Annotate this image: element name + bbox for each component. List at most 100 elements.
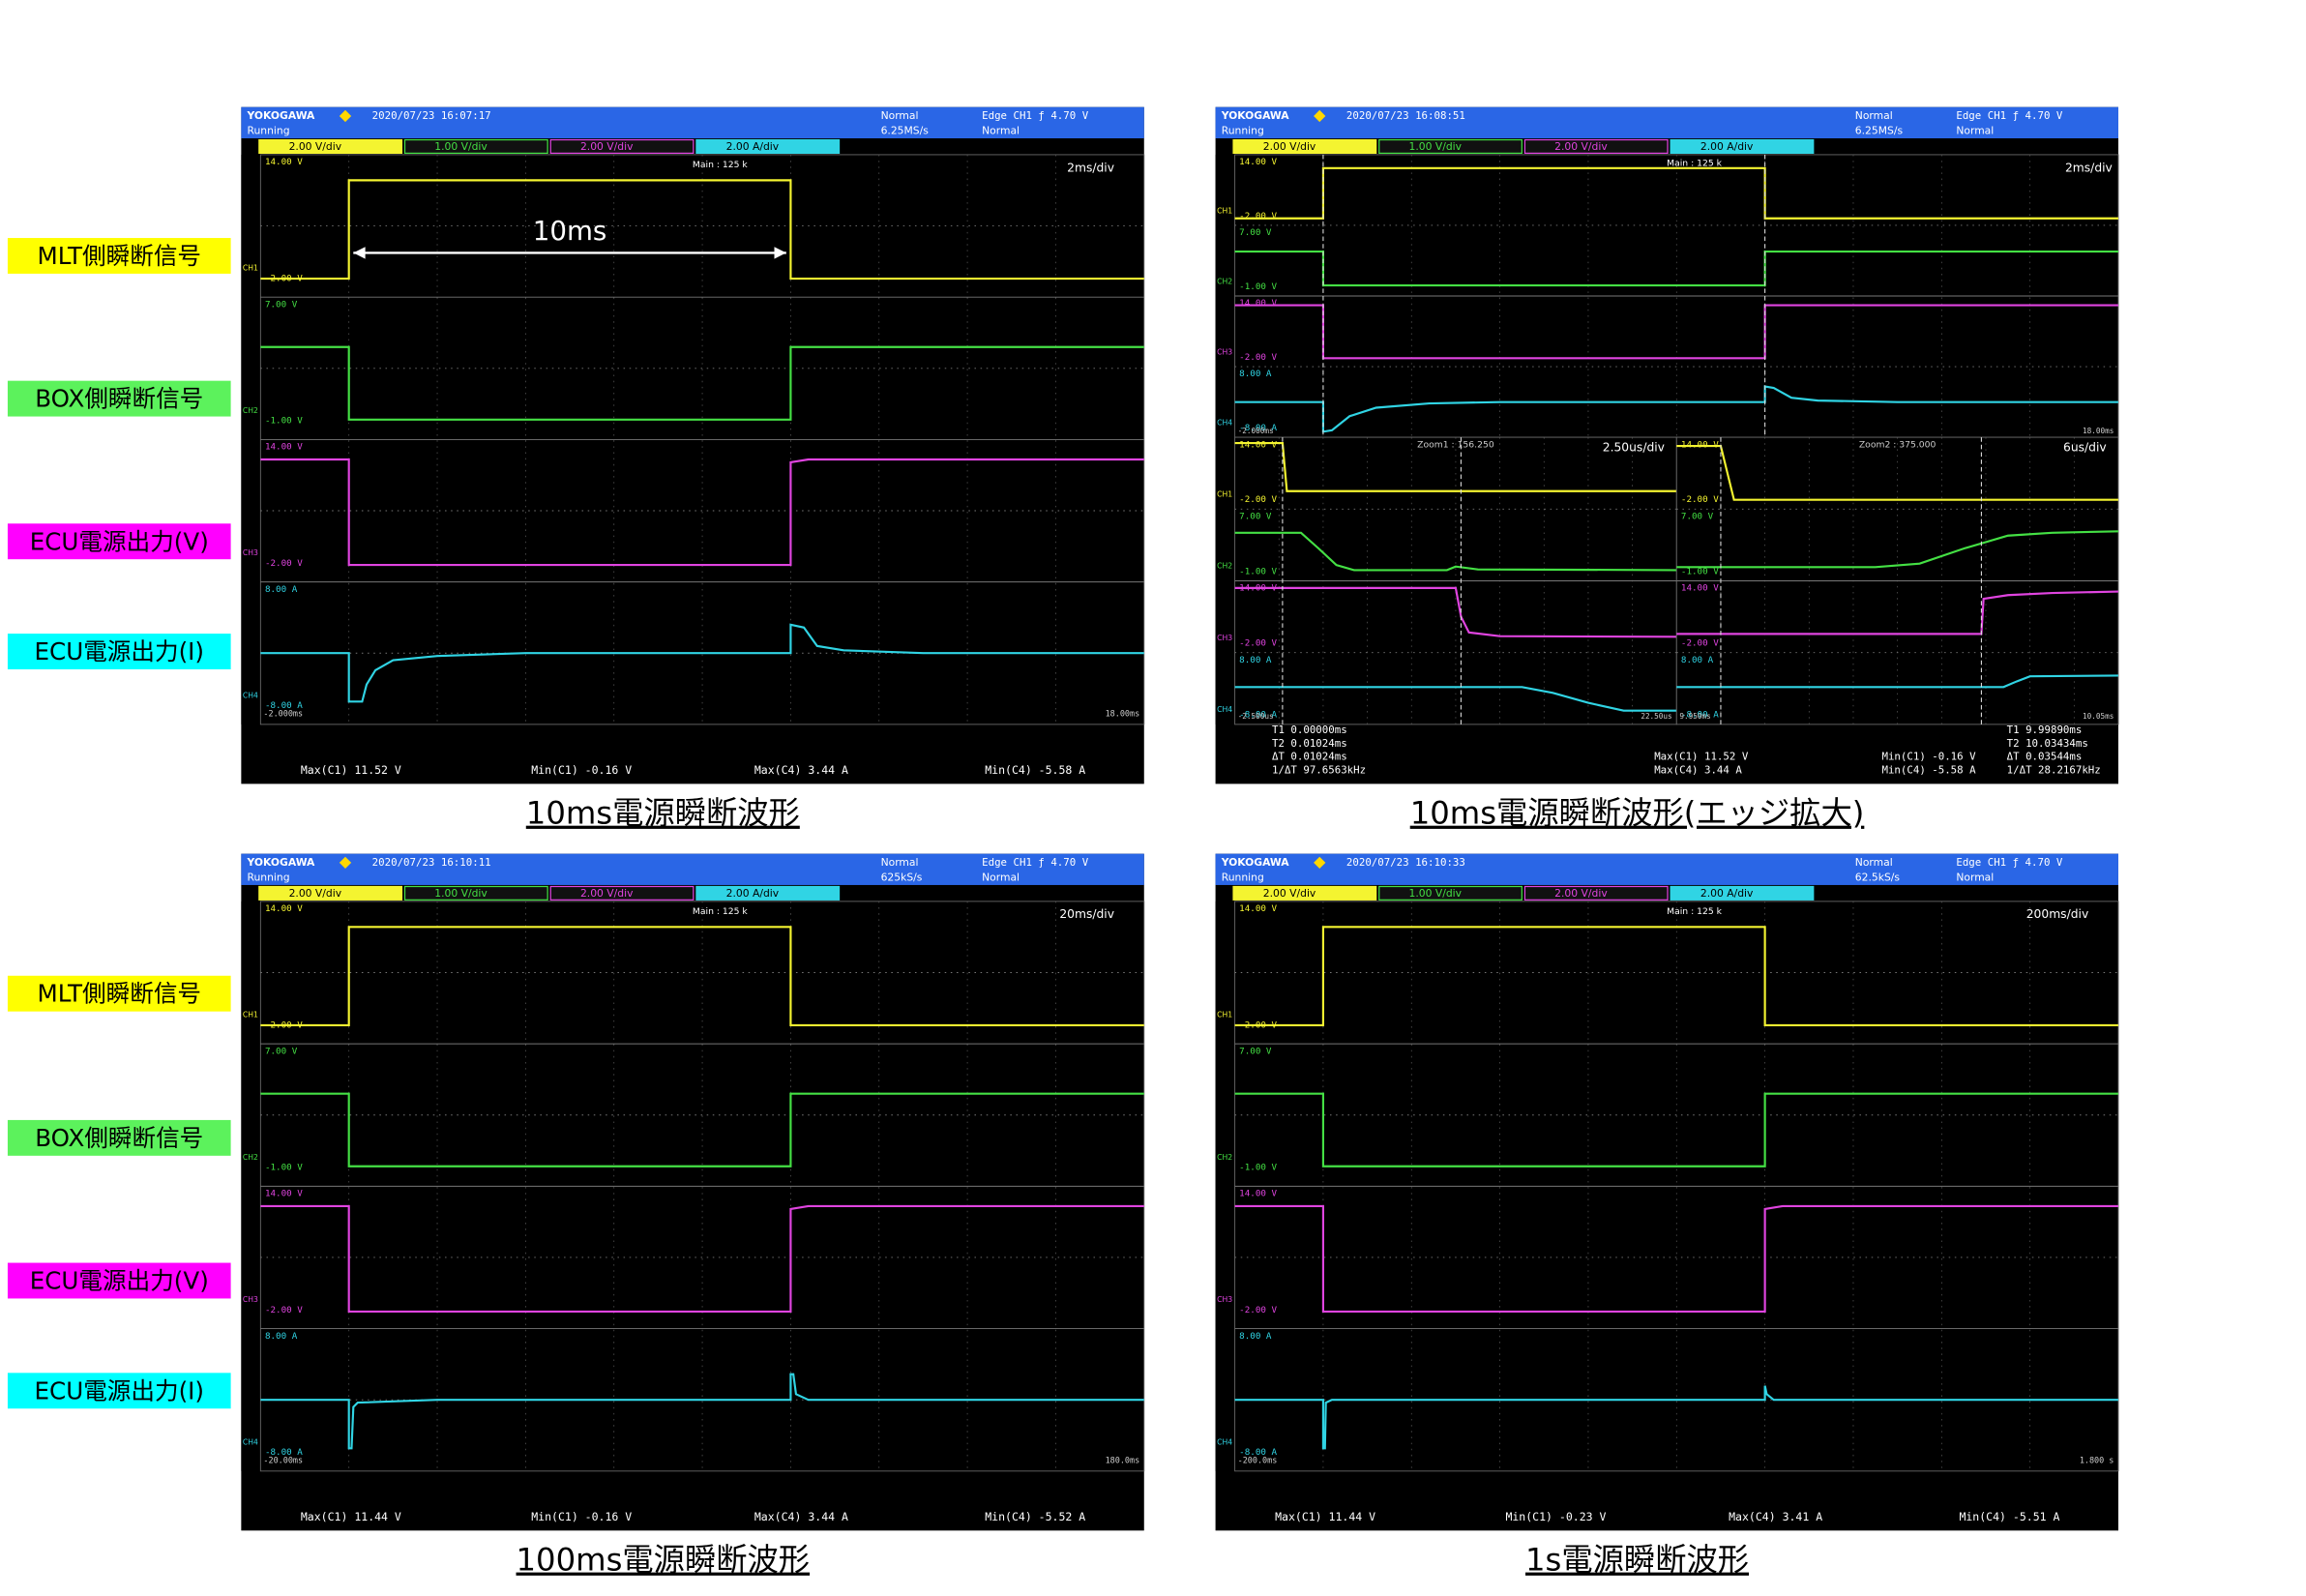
measurement: Max(C4) 3.44 A bbox=[754, 763, 848, 777]
header-bar bbox=[241, 106, 1144, 139]
time-div: 200ms/div bbox=[2026, 907, 2089, 921]
level-label: 7.00 V bbox=[1239, 227, 1272, 238]
measurement: Min(C1) -0.16 V bbox=[531, 1510, 632, 1523]
level-label: -1.00 V bbox=[265, 1163, 303, 1173]
side-label: BOX側瞬断信号 bbox=[35, 385, 203, 413]
measurement: Max(C1) 11.52 V bbox=[1654, 751, 1749, 763]
trigger-mode: Normal bbox=[982, 124, 1020, 136]
level-label: 8.00 A bbox=[1239, 655, 1272, 665]
channel-setting: 2.00 V/div bbox=[1263, 887, 1316, 900]
caption: 10ms電源瞬断波形(エッジ拡大) bbox=[1410, 795, 1865, 832]
level-label: -2.00 V bbox=[1681, 638, 1719, 649]
channel-setting: 2.00 V/div bbox=[1263, 140, 1316, 153]
level-label: 8.00 A bbox=[1239, 369, 1272, 379]
side-label: ECU電源出力(I) bbox=[35, 1376, 205, 1404]
state: Running bbox=[248, 871, 290, 883]
zoom-time-start: 9.950ms bbox=[1679, 712, 1710, 721]
level-label: -1.00 V bbox=[1239, 566, 1277, 576]
level-label: -8.00 A bbox=[1681, 710, 1719, 721]
side-label: BOX側瞬断信号 bbox=[35, 1124, 203, 1152]
datetime: 2020/07/23 16:10:33 bbox=[1346, 856, 1465, 869]
sample-rate: 62.5kS/s bbox=[1855, 871, 1901, 883]
waveform bbox=[260, 623, 1144, 703]
channel-box bbox=[403, 885, 548, 901]
level-label: -8.00 A bbox=[265, 700, 303, 711]
state: Running bbox=[248, 124, 290, 136]
side-label-box bbox=[7, 1262, 231, 1299]
waveform bbox=[1676, 590, 2119, 635]
level-label: 14.00 V bbox=[1239, 1189, 1277, 1199]
time-start: -20.00ms bbox=[263, 1456, 303, 1465]
waveform bbox=[1234, 586, 1677, 638]
level-label: 14.00 V bbox=[1239, 439, 1277, 450]
level-label: 8.00 A bbox=[1681, 655, 1714, 665]
waveform bbox=[1234, 385, 2118, 433]
waveform bbox=[260, 458, 1144, 567]
level-label: 14.00 V bbox=[1681, 583, 1719, 594]
channel-tag: CH4 bbox=[1217, 418, 1232, 427]
level-label: 14.00 V bbox=[265, 903, 303, 914]
mode: Normal bbox=[1855, 856, 1893, 869]
cursor-value: ΔT 0.01024ms bbox=[1272, 751, 1347, 763]
measurement: Min(C1) -0.16 V bbox=[531, 763, 632, 777]
channel-box bbox=[1523, 885, 1669, 901]
arrow-head bbox=[353, 247, 366, 259]
level-label: -1.00 V bbox=[1681, 566, 1719, 576]
side-label-box bbox=[7, 634, 231, 669]
mode: Normal bbox=[881, 856, 919, 869]
side-label: ECU電源出力(V) bbox=[30, 527, 209, 555]
measurement: Max(C1) 11.52 V bbox=[301, 763, 401, 777]
main-label: Main : 125 k bbox=[693, 906, 748, 917]
level-label: 14.00 V bbox=[1681, 439, 1719, 450]
channel-tag: CH1 bbox=[243, 1011, 258, 1020]
waveform bbox=[1234, 1092, 2118, 1167]
channel-tag: CH2 bbox=[1217, 277, 1232, 285]
main-label: Main : 125 k bbox=[693, 160, 748, 170]
main-label: Main : 125 k bbox=[1667, 159, 1722, 169]
channel-setting: 2.00 V/div bbox=[1554, 140, 1608, 153]
level-label: 8.00 A bbox=[265, 584, 298, 595]
channel-tag: CH2 bbox=[243, 406, 258, 415]
arrow-head bbox=[774, 247, 786, 259]
zoom-title: Zoom2 : 375.000 bbox=[1859, 439, 1936, 450]
measurement: Min(C1) -0.23 V bbox=[1505, 1510, 1606, 1523]
sample-rate: 6.25MS/s bbox=[881, 124, 930, 136]
channel-box bbox=[258, 885, 403, 901]
brand-icon bbox=[339, 856, 352, 870]
measurement: Max(C4) 3.44 A bbox=[754, 1510, 848, 1523]
level-label: -8.00 A bbox=[1239, 423, 1277, 433]
channel-tag: CH3 bbox=[243, 548, 258, 557]
measurement: Min(C4) -5.58 A bbox=[985, 763, 1085, 777]
trigger-mode: Normal bbox=[1956, 124, 1994, 136]
side-label-box bbox=[7, 1119, 231, 1156]
channel-tag: CH2 bbox=[1217, 1153, 1232, 1162]
channel-tag: CH1 bbox=[1217, 1011, 1232, 1020]
caption: 1s電源瞬断波形 bbox=[1525, 1542, 1749, 1579]
side-label-box bbox=[7, 238, 231, 274]
datetime: 2020/07/23 16:07:17 bbox=[372, 109, 491, 122]
trigger: Edge CH1 ƒ 4.70 V bbox=[1956, 856, 2063, 869]
side-label-box bbox=[7, 523, 231, 560]
sample-rate: 6.25MS/s bbox=[1855, 124, 1904, 136]
state: Running bbox=[1222, 871, 1264, 883]
channel-box bbox=[403, 138, 548, 155]
trigger-mode: Normal bbox=[1956, 871, 1994, 883]
time-div: 2ms/div bbox=[2065, 161, 2113, 174]
cursor-value: T1 0.00000ms bbox=[1272, 724, 1347, 736]
waveform bbox=[1234, 926, 2118, 1027]
channel-box bbox=[1523, 138, 1669, 155]
level-label: -1.00 V bbox=[1239, 281, 1277, 292]
channel-setting: 2.00 A/div bbox=[1700, 140, 1754, 153]
side-label-box bbox=[7, 380, 231, 417]
trigger-mode: Normal bbox=[982, 871, 1020, 883]
time-end: 18.00ms bbox=[1106, 709, 1140, 719]
channel-setting: 2.00 V/div bbox=[580, 887, 634, 900]
level-label: 14.00 V bbox=[265, 1189, 303, 1199]
scope-screen: YOKOGAWA 2020/07/23 16:08:51 Running Normal… bbox=[1215, 106, 2119, 832]
waveform bbox=[1234, 250, 2118, 287]
zoom-time-end: 10.05ms bbox=[2083, 712, 2114, 721]
time-end: 1.800 s bbox=[2080, 1456, 2114, 1465]
channel-box bbox=[1378, 885, 1523, 901]
channel-setting: 1.00 V/div bbox=[1408, 140, 1462, 153]
measurement: Min(C4) -5.51 A bbox=[1959, 1510, 2059, 1523]
